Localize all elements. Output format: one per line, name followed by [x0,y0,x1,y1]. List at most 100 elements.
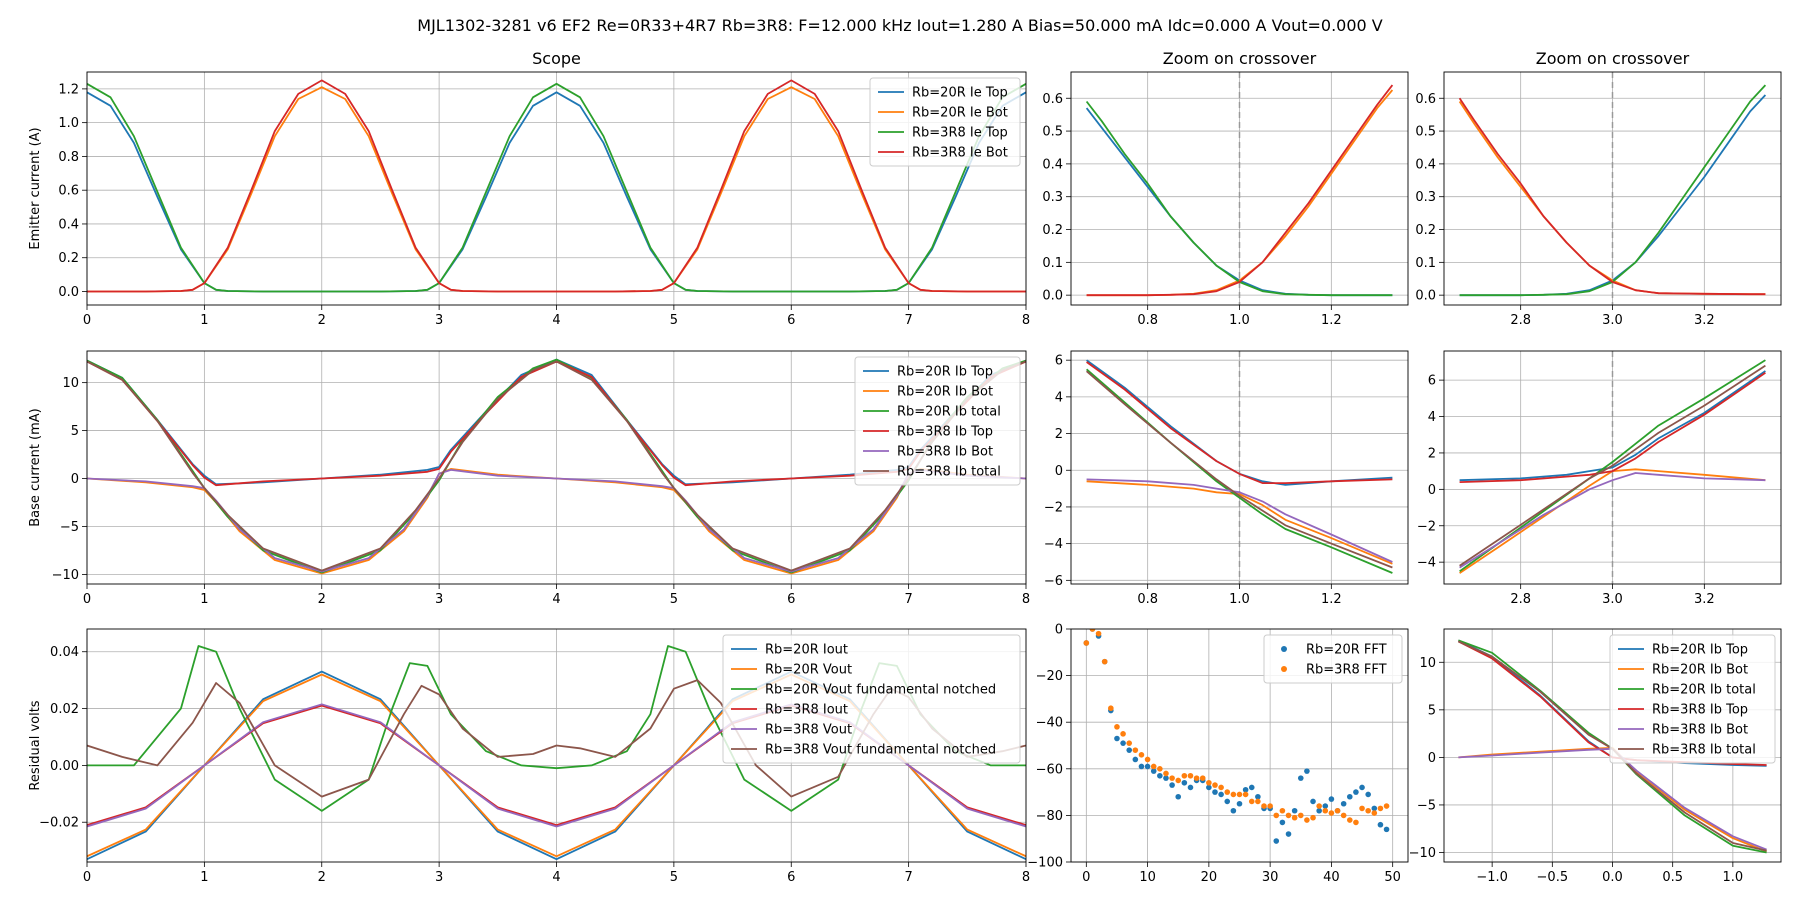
x-tick-label: 5 [670,870,678,885]
y-tick-label: 2 [1055,427,1063,442]
series-group [1459,359,1766,574]
y-tick-label: 0.6 [1415,92,1436,107]
y-tick-label: 10 [62,376,79,391]
y-tick-label: −10 [1409,846,1436,861]
x-tick-label: 7 [904,592,912,607]
fft-point [1212,789,1218,795]
fft-point [1291,807,1298,814]
y-tick-label: 0.0 [1042,289,1063,304]
series-line [1459,84,1767,297]
y-tick-label: 4 [1428,410,1436,425]
axes-container: 0 1 2 3 4 5 6 7 8 0.0 0.2 0.4 0.6 0.8 1.0 1.2 Scope Emitt… [28,49,1782,885]
fft-point [1346,817,1353,823]
axes-frame [86,628,1027,863]
x-tick-label: 3.2 [1694,313,1715,328]
fft-point [1285,812,1292,819]
fft-point [1304,817,1310,823]
fft-point [1193,775,1200,781]
series-group [1458,84,1767,297]
y-tick-label: 0.04 [50,645,79,660]
fft-point [1150,763,1157,770]
fft-point [1322,807,1329,814]
x-tick-label: 5 [670,313,678,328]
y-tick-label: −5 [60,520,79,535]
fft-point [1365,807,1371,814]
legend-entry-label: Rb=20R Vout fundamental notched [765,683,996,698]
legend-entry-label: Rb=3R8 Ib Bot [1652,723,1748,738]
axes-frame [1070,628,1409,863]
y-tick-label: −2 [1417,519,1436,534]
fft-point [1371,805,1378,812]
x-tick-label: 4 [552,592,560,607]
x-tick-label: 0 [83,592,91,607]
y-tick-label: 5 [1428,703,1436,718]
y-tick-label: 0.2 [1415,223,1436,238]
y-tick-label: −20 [1036,669,1063,684]
y-tick-label: 0.1 [1415,256,1436,271]
fft-point [1340,812,1347,819]
y-tick-label: 0.0 [58,285,79,300]
axes-frame [1443,71,1782,306]
y-tick-label: 0.8 [58,150,79,165]
y-tick-label: 2 [1428,446,1436,461]
legend-entry-label: Rb=3R8 Ib Top [897,425,993,440]
legend-entry-label: Rb=20R Ib total [897,405,1001,420]
fft-point [1132,756,1139,763]
legend-entry-label: Rb=3R8 Ie Top [912,126,1008,141]
fft-point [1132,747,1139,753]
fft-point [1310,798,1316,805]
x-tick-label: 0.8 [1137,313,1158,328]
x-tick-label: 1.0 [1723,870,1744,885]
series-line [87,82,1026,293]
fft-point [1328,796,1335,802]
x-tick-label: 2 [318,870,326,885]
fft-point [1248,784,1255,791]
x-tick-label: 7 [904,313,912,328]
legend-entry-label: Rb=3R8 Ib Bot [897,445,993,460]
y-tick-label: −4 [1044,537,1063,552]
fft-point [1126,740,1133,746]
x-tick-label: 1 [200,870,208,885]
fft-point [1230,807,1237,814]
fft-point [1181,779,1188,786]
fft-point [1371,810,1378,816]
series-group [1086,359,1393,574]
x-tick-label: 7 [904,870,912,885]
x-tick-label: 3.0 [1602,313,1623,328]
fft-point [1187,784,1194,791]
fft-point [1126,747,1133,753]
fft-point [1297,812,1304,819]
panel-ib_scope: 0 1 2 3 4 5 6 7 8 −10 −5 0 5 10 Base current (mA) Rb=20… [28,350,1030,607]
y-tick-label: 10 [1419,656,1436,671]
fft-point [1218,784,1224,791]
fft-point [1340,800,1347,807]
fft-point [1291,814,1298,821]
y-tick-label: 0.3 [1415,190,1436,205]
fft-point [1230,791,1237,798]
fft-point [1353,789,1359,795]
fft-point [1273,838,1280,844]
x-tick-label: 6 [787,592,795,607]
fft-point [1242,791,1249,798]
x-tick-label: 2.8 [1510,592,1531,607]
fft-point [1267,803,1273,809]
y-tick-label: −0.02 [39,816,79,831]
x-tick-label: 8 [1022,313,1030,328]
x-tick-label: 0.8 [1137,592,1158,607]
fft-point [1255,798,1261,805]
legend-entry-label: Rb=20R Ib total [1652,683,1756,698]
x-tick-label: 20 [1201,870,1218,885]
legend-entry-label: Rb=20R FFT [1306,643,1387,658]
fft-point [1383,826,1390,833]
axes-frame [1070,71,1409,306]
figure-suptitle: MJL1302-3281 v6 EF2 Re=0R33+4R7 Rb=3R8: … [417,16,1383,35]
fft-point [1150,768,1157,774]
y-tick-label: 1.0 [58,116,79,131]
y-tick-label: 6 [1428,374,1436,389]
fft-point [1169,775,1175,781]
fft-point [1083,640,1090,646]
y-tick-label: 0.1 [1042,256,1063,271]
axes-frame [1443,350,1782,585]
